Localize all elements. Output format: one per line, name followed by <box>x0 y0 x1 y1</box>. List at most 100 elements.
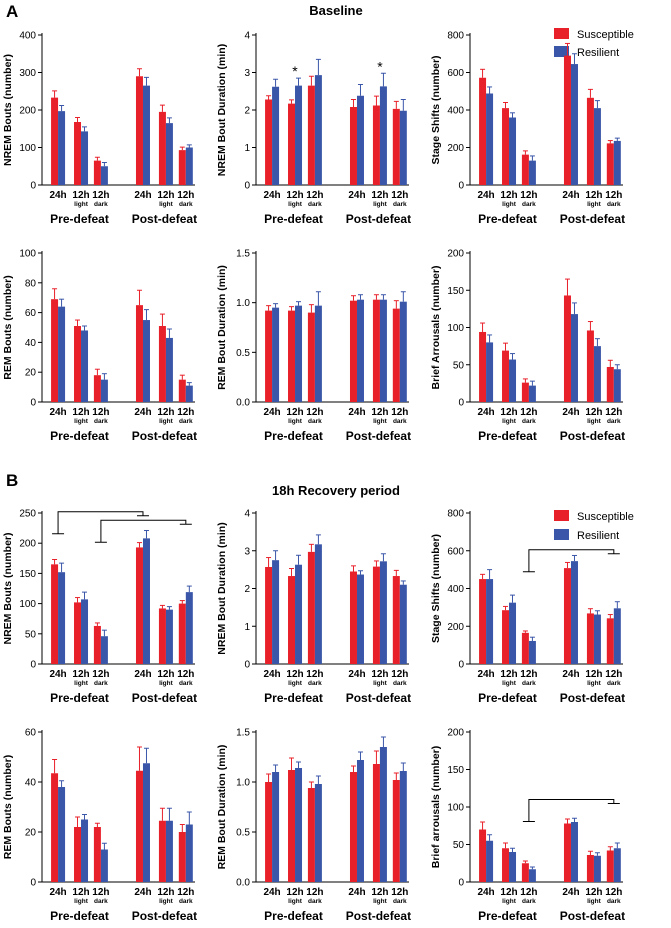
x-tick-label: 24h <box>477 669 494 680</box>
bar-resilient <box>528 869 536 882</box>
bar-resilient <box>272 560 280 664</box>
bar-susceptible <box>563 568 571 664</box>
bar-susceptible <box>502 848 510 882</box>
x-tick-sublabel: dark <box>179 201 193 208</box>
x-tick-sublabel: dark <box>393 418 407 425</box>
y-tick-label: 0 <box>30 181 36 192</box>
bar-susceptible <box>392 108 400 185</box>
y-tick-label: 100 <box>19 249 36 260</box>
x-tick-sublabel: light <box>288 680 303 687</box>
y-tick-label: 50 <box>453 360 465 371</box>
y-tick-label: 0 <box>458 878 464 889</box>
bar-resilient <box>593 346 601 402</box>
bar-susceptible <box>586 855 594 882</box>
bar-susceptible <box>135 305 143 402</box>
x-tick-sublabel: dark <box>179 680 193 687</box>
bar-resilient <box>142 538 150 664</box>
bar-susceptible <box>74 827 82 882</box>
x-tick-label: 24h <box>348 407 365 418</box>
bar-susceptible <box>392 576 400 664</box>
x-tick-label: 12h <box>306 887 323 898</box>
bar-susceptible <box>135 770 143 882</box>
bar-susceptible <box>265 566 273 664</box>
group-label-pre-defeat: Pre-defeat <box>50 909 109 923</box>
y-tick-label: 1.0 <box>236 298 250 309</box>
x-tick-sublabel: light <box>159 898 174 905</box>
x-tick-label: 12h <box>520 190 537 201</box>
x-tick-label: 12h <box>605 887 622 898</box>
y-tick-label: 0.5 <box>236 828 250 839</box>
bar-susceptible <box>606 618 614 664</box>
bar-resilient <box>399 771 407 882</box>
bar-resilient <box>142 763 150 882</box>
x-tick-sublabel: light <box>587 201 602 208</box>
y-axis-label: REM Bout Duration (min) <box>216 265 228 390</box>
y-tick-label: 0 <box>244 660 250 671</box>
bar-susceptible <box>74 602 82 664</box>
significance-bracket <box>522 799 620 822</box>
legend-swatch-resilient <box>554 529 569 540</box>
x-tick-label: 24h <box>49 407 66 418</box>
y-tick-label: 60 <box>25 728 37 739</box>
x-tick-sublabel: light <box>288 201 303 208</box>
y-tick-label: 80 <box>25 278 37 289</box>
bar-susceptible <box>51 299 59 402</box>
x-tick-label: 12h <box>585 669 602 680</box>
x-tick-label: 12h <box>391 887 408 898</box>
bar-susceptible <box>93 827 101 882</box>
y-tick-label: 200 <box>447 622 464 633</box>
y-axis-label: Stage Shifts (number) <box>430 55 442 164</box>
bar-susceptible <box>586 613 594 664</box>
bar-susceptible <box>349 107 357 185</box>
x-tick-sublabel: dark <box>607 898 621 905</box>
legend-label-resilient: Resilient <box>577 47 619 59</box>
x-tick-sublabel: dark <box>607 680 621 687</box>
y-tick-label: 200 <box>447 249 464 260</box>
x-tick-sublabel: dark <box>393 898 407 905</box>
x-tick-label: 12h <box>286 669 303 680</box>
y-tick-label: 600 <box>447 68 464 79</box>
y-tick-label: 200 <box>447 728 464 739</box>
y-tick-label: 0.5 <box>236 348 250 359</box>
bar-susceptible <box>307 788 315 882</box>
x-tick-sublabel: light <box>373 898 388 905</box>
bar-susceptible <box>51 773 59 882</box>
chart-b1: 0 50 100 150 200 250 NREM Bouts (number) 24h 12h… <box>2 509 197 706</box>
bar-resilient <box>570 561 578 664</box>
x-tick-label: 24h <box>477 887 494 898</box>
bar-resilient <box>81 330 89 402</box>
bar-resilient <box>185 147 193 185</box>
y-axis-label: NREM Bouts (number) <box>2 533 14 645</box>
bar-susceptible <box>158 820 166 882</box>
y-tick-label: 0 <box>30 398 36 409</box>
panel-letter-b: B <box>6 471 18 490</box>
bar-resilient <box>81 819 89 882</box>
section-title-recovery: 18h Recovery period <box>272 483 400 498</box>
y-tick-label: 1.5 <box>236 249 250 260</box>
x-tick-sublabel: dark <box>522 680 536 687</box>
x-tick-sublabel: light <box>373 680 388 687</box>
bar-susceptible <box>288 576 296 664</box>
bar-susceptible <box>307 551 315 664</box>
legend-label-resilient: Resilient <box>577 530 619 542</box>
group-label-pre-defeat: Pre-defeat <box>264 691 323 705</box>
bar-resilient <box>486 579 494 664</box>
group-label-pre-defeat: Pre-defeat <box>264 429 323 443</box>
y-axis-label: Brief Arrousals (number) <box>430 266 442 390</box>
group-label-pre-defeat: Pre-defeat <box>478 429 537 443</box>
x-tick-sublabel: dark <box>308 418 322 425</box>
x-tick-sublabel: dark <box>308 898 322 905</box>
y-axis-label: REM Bouts (number) <box>2 275 14 379</box>
bar-resilient <box>165 820 173 882</box>
bar-susceptible <box>372 764 380 882</box>
bar-susceptible <box>178 379 186 402</box>
y-tick-label: 100 <box>19 599 36 610</box>
x-tick-sublabel: dark <box>179 898 193 905</box>
bar-resilient <box>100 849 108 882</box>
x-tick-sublabel: light <box>373 201 388 208</box>
bar-resilient <box>399 110 407 185</box>
x-tick-label: 12h <box>92 887 109 898</box>
group-label-pre-defeat: Pre-defeat <box>478 909 537 923</box>
bar-susceptible <box>265 782 273 882</box>
